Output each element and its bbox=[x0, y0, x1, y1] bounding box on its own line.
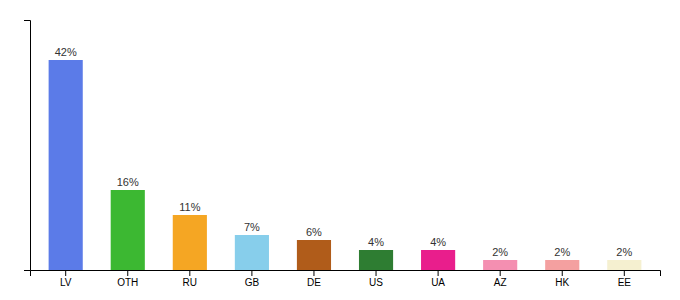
x-tick: US bbox=[369, 270, 383, 288]
x-tick-label: OTH bbox=[117, 277, 138, 288]
x-tick-mark bbox=[251, 270, 252, 276]
data-labels: 42% 16% 11% 7% 6% 4% 4% 2% 2% 2% bbox=[55, 46, 633, 258]
bar bbox=[49, 60, 83, 270]
x-tick-mark bbox=[376, 270, 377, 276]
x-tick: EE bbox=[618, 270, 632, 288]
data-label: 16% bbox=[117, 176, 139, 188]
x-axis: LV OTH RU GB DE US UA AZ HK EE bbox=[31, 270, 661, 288]
chart: 42% 16% 11% 7% 6% 4% 4% 2% 2% 2% LV OTH RU GB DE US UA AZ… bbox=[0, 0, 680, 300]
data-label: 2% bbox=[492, 246, 508, 258]
x-tick: DE bbox=[307, 270, 321, 288]
x-tick-label: EE bbox=[618, 277, 632, 288]
bar bbox=[483, 260, 517, 270]
x-tick-mark bbox=[438, 270, 439, 276]
y-axis-line bbox=[24, 21, 31, 271]
x-tick-label: RU bbox=[183, 277, 197, 288]
x-tick-label: AZ bbox=[494, 277, 507, 288]
data-label: 7% bbox=[244, 221, 260, 233]
bar bbox=[359, 250, 393, 270]
bar bbox=[111, 190, 145, 270]
x-tick: GB bbox=[245, 270, 260, 288]
bar bbox=[297, 240, 331, 270]
bar bbox=[173, 215, 207, 270]
x-tick-mark bbox=[624, 270, 625, 276]
data-label: 42% bbox=[55, 46, 77, 58]
x-tick: HK bbox=[555, 270, 569, 288]
x-tick: AZ bbox=[494, 270, 507, 288]
x-tick-label: GB bbox=[245, 277, 260, 288]
x-axis-line bbox=[31, 271, 661, 277]
data-label: 6% bbox=[306, 226, 322, 238]
x-tick-mark bbox=[65, 270, 66, 276]
x-tick-label: UA bbox=[431, 277, 445, 288]
x-tick-mark bbox=[562, 270, 563, 276]
x-tick-label: HK bbox=[555, 277, 569, 288]
bars bbox=[49, 60, 642, 270]
x-tick: UA bbox=[431, 270, 445, 288]
x-tick-mark bbox=[189, 270, 190, 276]
data-label: 11% bbox=[179, 201, 200, 213]
x-tick: LV bbox=[60, 270, 72, 288]
data-label: 2% bbox=[616, 246, 632, 258]
bar bbox=[607, 260, 641, 270]
data-label: 2% bbox=[554, 246, 570, 258]
bar bbox=[421, 250, 455, 270]
x-tick-label: US bbox=[369, 277, 383, 288]
x-tick-label: LV bbox=[60, 277, 72, 288]
bar bbox=[235, 235, 269, 270]
plot-area: 42% 16% 11% 7% 6% 4% 4% 2% 2% 2% LV OTH RU GB DE US UA AZ… bbox=[24, 21, 661, 289]
x-tick-mark bbox=[500, 270, 501, 276]
bar bbox=[545, 260, 579, 270]
x-tick-label: DE bbox=[307, 277, 321, 288]
y-axis bbox=[24, 21, 31, 271]
x-tick-mark bbox=[313, 270, 314, 276]
data-label: 4% bbox=[368, 236, 384, 248]
x-tick-mark bbox=[127, 270, 128, 276]
x-tick: RU bbox=[183, 270, 197, 288]
x-tick: OTH bbox=[117, 270, 138, 288]
data-label: 4% bbox=[430, 236, 446, 248]
